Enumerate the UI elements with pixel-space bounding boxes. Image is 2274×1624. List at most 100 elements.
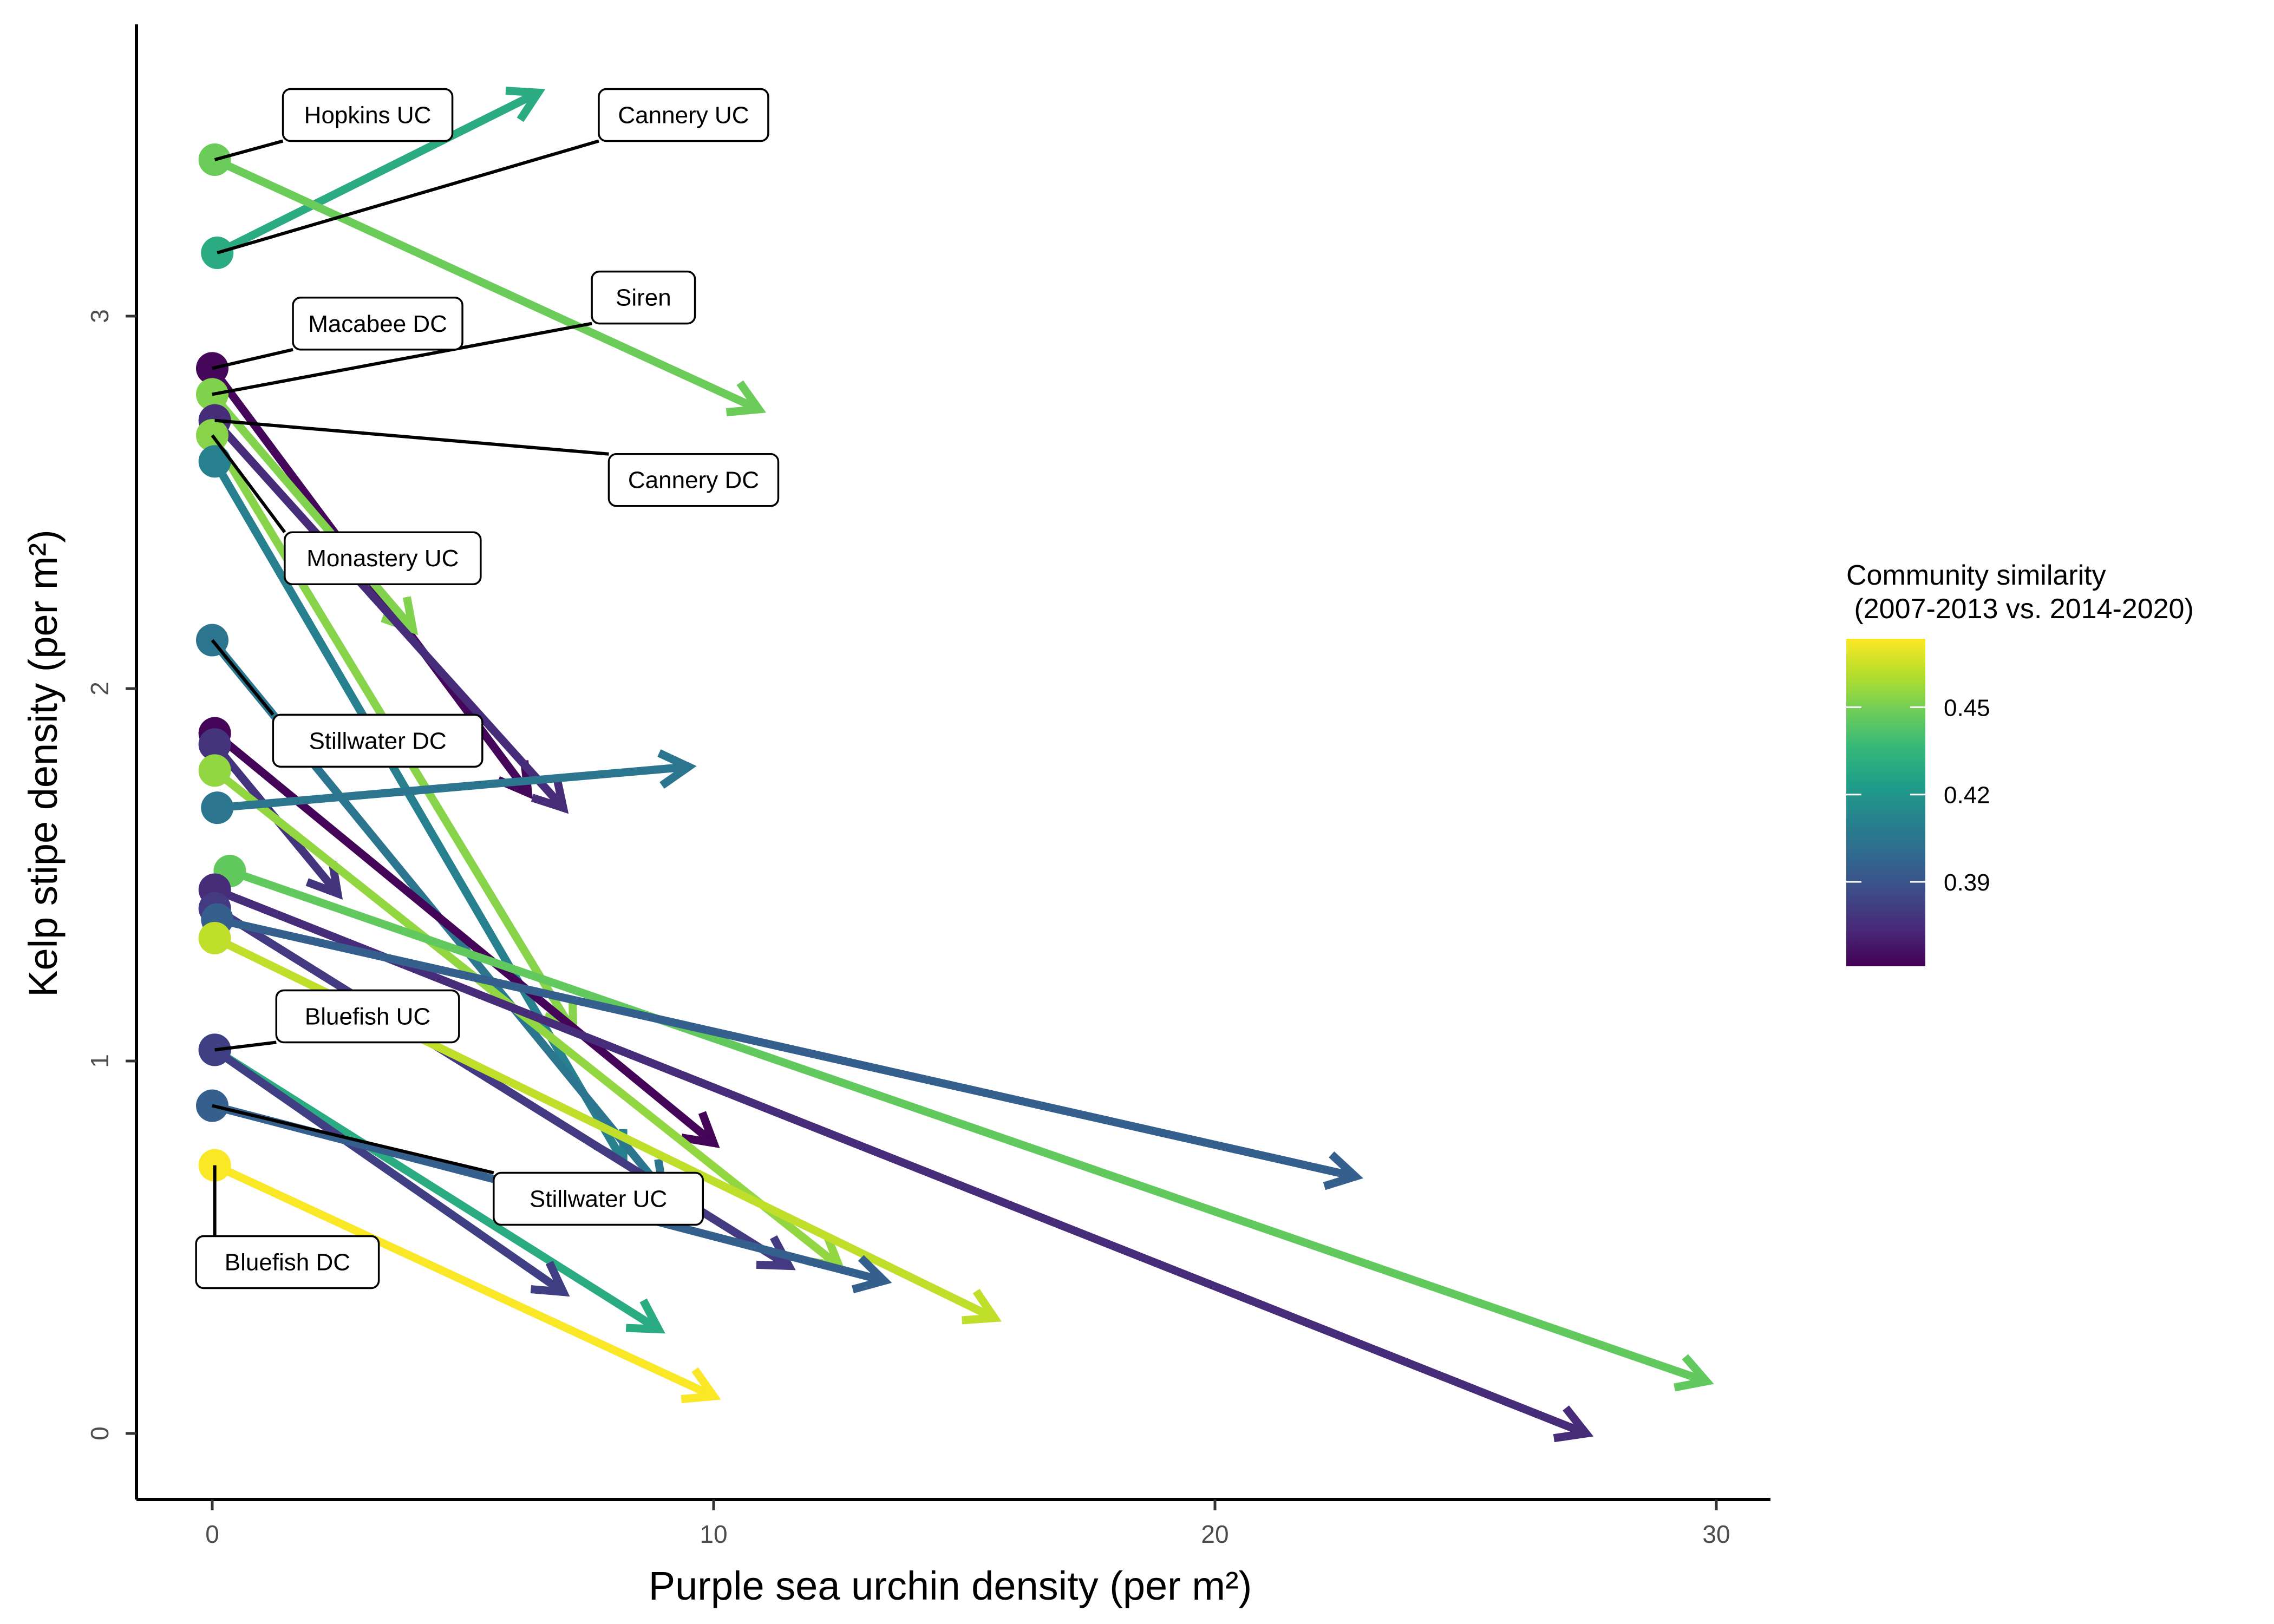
arrow-head <box>1323 1151 1363 1190</box>
arrow-head <box>681 1367 721 1404</box>
arrow-head <box>756 1235 796 1271</box>
start-points <box>196 143 246 1182</box>
label-box <box>607 453 780 507</box>
label-box <box>195 1235 380 1289</box>
leader-line <box>211 639 275 716</box>
site-arrow <box>213 1161 721 1404</box>
label-text: Stillwater DC <box>309 728 446 754</box>
start-point <box>198 921 231 954</box>
site-label: Hopkins UC <box>214 88 454 161</box>
site-arrow <box>216 915 1363 1190</box>
site-labels: Hopkins UC Cannery UC Siren Macabee DC Canne… <box>195 88 780 1289</box>
leader-line <box>212 1104 494 1175</box>
legend-tick-label: 0.39 <box>1944 869 1990 896</box>
arrow-head <box>726 380 766 417</box>
label-box <box>272 713 483 768</box>
x-axis-title: Purple sea urchin density (per m²) <box>649 1563 1252 1608</box>
label-text: Macabee DC <box>308 311 447 337</box>
arrow-shaft <box>217 763 689 812</box>
arrow-head <box>681 1111 720 1148</box>
arrow-head <box>531 775 569 814</box>
legend-ticks: 0.39 0.42 0.45 <box>1846 695 1990 896</box>
label-text: Cannery UC <box>618 102 749 128</box>
arrow-shaft <box>212 767 842 1269</box>
y-tick-label: 0 <box>86 1426 114 1440</box>
site-label: Siren <box>212 270 696 396</box>
leader-line <box>211 434 286 533</box>
label-box <box>591 270 696 325</box>
arrow-head <box>1674 1354 1714 1392</box>
label-box <box>282 88 454 142</box>
legend-tick-label: 0.45 <box>1944 695 1990 721</box>
color-legend: Community similarity (2007-2013 vs. 2014… <box>1846 560 2194 966</box>
leader-line <box>212 348 293 370</box>
arrow-head <box>625 1298 665 1334</box>
x-tick-label: 20 <box>1201 1520 1229 1548</box>
site-label: Stillwater DC <box>211 639 483 768</box>
label-box <box>292 297 463 351</box>
site-label: Bluefish UC <box>214 989 460 1052</box>
site-label: Cannery DC <box>214 418 780 507</box>
legend-title-line: Community similarity <box>1846 560 2106 591</box>
x-tick-label: 30 <box>1702 1520 1730 1548</box>
arrow-head <box>852 1255 892 1294</box>
arrow-shaft <box>213 886 1588 1437</box>
start-point <box>198 728 231 761</box>
arrow-shaft <box>213 156 761 413</box>
site-label: Monastery UC <box>211 434 482 585</box>
site-arrow <box>217 749 697 812</box>
site-arrow <box>213 156 766 417</box>
start-point <box>198 445 231 478</box>
arrow-head <box>657 749 697 789</box>
arrow-shaft <box>213 1161 716 1400</box>
label-text: Siren <box>616 285 671 311</box>
site-arrow <box>228 867 1714 1392</box>
arrow-shaft <box>212 1046 566 1295</box>
arrow-head <box>530 1261 570 1297</box>
leader-line <box>212 322 592 396</box>
label-text: Hopkins UC <box>304 102 432 128</box>
arrow-head <box>305 860 343 900</box>
arrow-shaft <box>212 417 566 811</box>
label-text: Bluefish UC <box>305 1003 430 1030</box>
start-point <box>198 754 231 787</box>
leader-line <box>214 139 284 161</box>
site-label: Macabee DC <box>212 297 463 370</box>
site-arrow <box>215 87 546 257</box>
arrow-shaft <box>209 391 416 632</box>
y-axis-title: Kelp stipe density (per m²) <box>21 529 66 997</box>
axes: 0 10 20 30 0 1 2 3 Purple sea urchin density (… <box>21 24 1770 1608</box>
label-text: Cannery DC <box>628 467 759 494</box>
label-text: Stillwater UC <box>530 1186 667 1213</box>
legend-title: Community similarity (2007-2013 vs. 2014… <box>1846 560 2194 625</box>
start-point <box>201 791 234 824</box>
leader-line <box>214 1040 277 1052</box>
arrow-shaft <box>216 915 1356 1181</box>
x-tick-label: 0 <box>205 1520 219 1548</box>
site-arrow <box>213 886 1594 1443</box>
x-tick-label: 10 <box>700 1520 727 1548</box>
legend-tick-label: 0.42 <box>1944 782 1990 809</box>
site-label: Stillwater UC <box>212 1104 704 1226</box>
arrow-shaft <box>228 867 1708 1385</box>
site-label: Cannery UC <box>217 88 769 254</box>
arrow-head <box>1553 1405 1594 1443</box>
label-box <box>598 88 769 142</box>
y-tick-label: 2 <box>86 682 114 696</box>
leader-line <box>217 139 599 254</box>
label-text: Bluefish DC <box>225 1249 350 1276</box>
arrow-shaft <box>215 89 540 257</box>
y-tick-label: 3 <box>86 309 114 323</box>
arrow-head <box>962 1288 1002 1325</box>
legend-colorbar <box>1846 639 1925 966</box>
y-tick-label: 1 <box>86 1054 114 1068</box>
label-text: Monastery UC <box>306 545 459 572</box>
label-box <box>275 989 460 1044</box>
legend-title-line: (2007-2013 vs. 2014-2020) <box>1846 593 2194 625</box>
leader-line <box>214 418 609 456</box>
site-arrow <box>212 417 569 814</box>
y-axis-ticks: 0 1 2 3 <box>86 309 136 1440</box>
site-arrow <box>212 1046 570 1297</box>
x-axis-ticks: 0 10 20 30 <box>205 1499 1730 1548</box>
